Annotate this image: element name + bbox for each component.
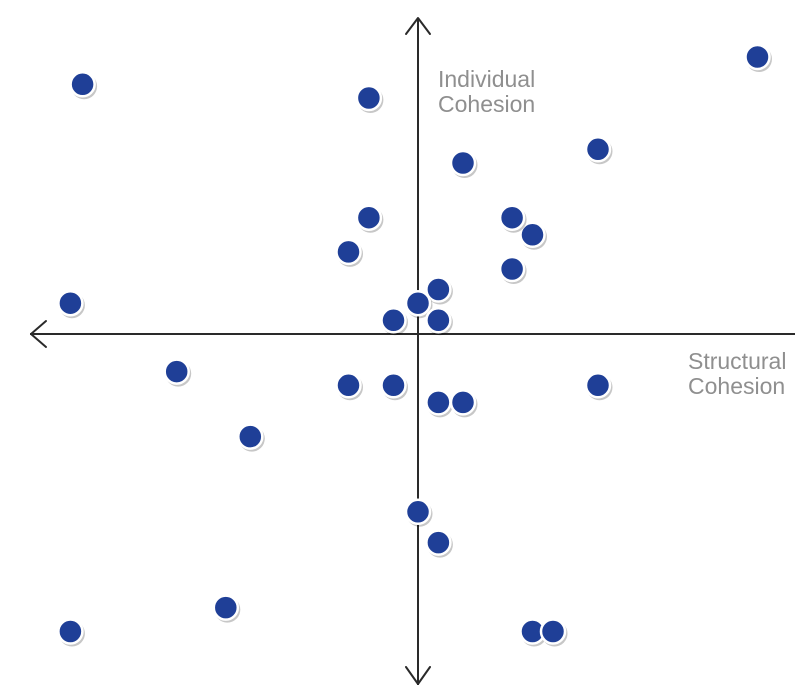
data-point bbox=[449, 389, 477, 416]
data-point bbox=[355, 204, 383, 231]
data-point bbox=[57, 618, 84, 645]
y-axis-label: Individual Cohesion bbox=[438, 66, 535, 117]
data-point bbox=[237, 423, 264, 450]
data-point bbox=[498, 204, 526, 231]
data-point bbox=[744, 43, 771, 71]
data-point bbox=[355, 84, 383, 112]
data-point bbox=[404, 498, 432, 526]
x-axis-label-line-2: Cohesion bbox=[688, 373, 785, 399]
data-point bbox=[584, 136, 612, 163]
data-point bbox=[425, 307, 452, 334]
data-point bbox=[498, 255, 526, 283]
y-axis-arrow-bottom bbox=[405, 666, 431, 685]
data-point bbox=[212, 594, 240, 621]
data-point bbox=[335, 372, 362, 399]
data-point bbox=[163, 358, 190, 385]
x-axis-label: Structural Cohesion bbox=[688, 348, 786, 399]
data-point bbox=[380, 307, 407, 334]
data-point bbox=[425, 276, 452, 303]
data-point bbox=[404, 289, 432, 317]
axes bbox=[30, 17, 795, 685]
data-point bbox=[335, 238, 362, 266]
data-point bbox=[425, 389, 452, 416]
data-point bbox=[584, 372, 612, 399]
x-axis-label-line-1: Structural bbox=[688, 348, 786, 374]
data-point bbox=[425, 529, 452, 556]
data-point bbox=[57, 289, 84, 317]
data-points bbox=[57, 43, 772, 647]
data-point bbox=[449, 149, 477, 177]
data-point bbox=[519, 221, 546, 249]
data-point bbox=[380, 372, 407, 399]
y-axis-label-line-1: Individual bbox=[438, 66, 535, 92]
y-axis-arrow-top bbox=[405, 17, 431, 35]
data-point bbox=[69, 71, 96, 98]
data-point bbox=[539, 618, 567, 645]
y-axis-label-line-2: Cohesion bbox=[438, 91, 535, 117]
x-axis-arrow-left bbox=[30, 320, 47, 348]
